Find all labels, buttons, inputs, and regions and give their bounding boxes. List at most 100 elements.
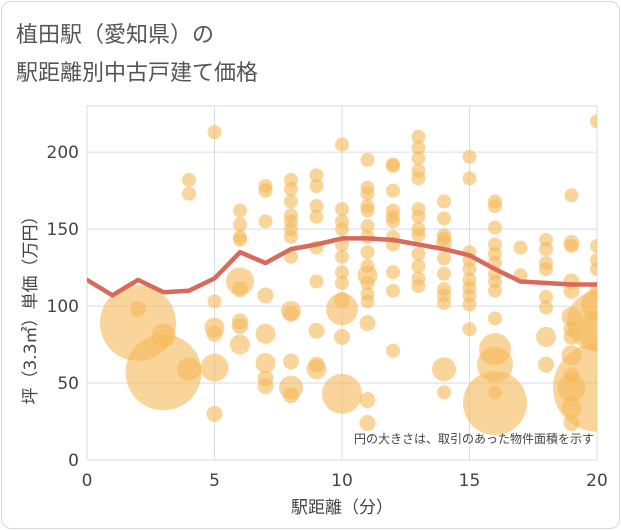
bubble-point	[437, 211, 451, 226]
bubble-point	[463, 371, 527, 436]
bubble-point	[182, 172, 196, 187]
bubble-point	[306, 359, 327, 380]
bubble-point	[232, 281, 248, 298]
bubble-point	[309, 168, 324, 183]
bubble-point	[258, 214, 273, 229]
bubble-point	[539, 289, 553, 304]
bubble-point	[411, 129, 426, 144]
bubble-point	[590, 239, 597, 254]
bubble-point	[360, 294, 375, 309]
bubble-point	[437, 194, 451, 209]
chart-title-line2: 駅距離別中古戸建て価格	[16, 61, 259, 86]
bubble-point	[462, 149, 477, 164]
bubble-point	[182, 186, 196, 201]
bubble-point	[309, 199, 324, 214]
bubble-point	[488, 385, 502, 400]
bubble-point	[386, 183, 400, 198]
bubble-point	[386, 159, 400, 174]
bubble-point	[335, 202, 349, 217]
bubble-point	[151, 323, 176, 348]
bubble-point	[284, 194, 298, 209]
x-axis-label: 駅距離（分）	[291, 498, 393, 518]
bubble-point	[386, 214, 400, 229]
bubble-point	[335, 137, 349, 152]
bubble-point	[309, 179, 324, 194]
bubble-point	[386, 283, 400, 298]
bubble-point	[177, 357, 201, 382]
bubble-point	[513, 240, 528, 255]
bubble-point	[206, 405, 223, 422]
bubble-point	[536, 326, 556, 347]
bubble-point	[359, 415, 376, 432]
bubble-point	[360, 276, 375, 290]
bubble-point	[257, 287, 274, 304]
bubble-point	[335, 276, 349, 290]
bubble-series	[100, 114, 597, 436]
bubble-point	[230, 334, 250, 355]
y-axis-label: 坪（3.3㎡）単価（万円）	[21, 207, 41, 404]
bubble-point	[207, 125, 222, 140]
bubble-point	[437, 266, 451, 281]
bubble-point	[125, 334, 202, 411]
bubble-point	[564, 188, 579, 203]
bubble-point	[462, 262, 477, 277]
bubble-point	[308, 322, 325, 339]
y-tick-label: 100	[47, 297, 79, 317]
bubble-point	[359, 315, 376, 332]
bubble-point	[488, 311, 502, 326]
y-tick-label: 150	[47, 220, 79, 240]
bubble-point	[577, 310, 597, 351]
bubble-point	[590, 114, 597, 129]
bubble-point	[411, 151, 426, 166]
bubble-point	[257, 378, 274, 395]
bubble-point	[539, 242, 553, 257]
x-tick-label: 20	[586, 471, 608, 491]
bubble-point	[334, 328, 350, 345]
x-tick-label: 10	[331, 471, 353, 491]
bubble-point	[386, 265, 400, 280]
bubble-point	[322, 373, 362, 414]
bubble-point	[233, 217, 247, 232]
bubble-point	[359, 391, 376, 408]
bubble-point	[207, 294, 222, 309]
bubble-point	[411, 279, 426, 294]
bubble-point	[411, 171, 426, 186]
bubble-point	[538, 356, 554, 373]
bubble-point	[255, 323, 276, 344]
bubble-point	[283, 353, 299, 370]
bubble-point	[386, 343, 400, 358]
y-axis-ticks: 0 50 100 150 200	[47, 143, 79, 471]
bubble-point	[335, 265, 349, 280]
bubble-point	[411, 228, 426, 243]
bubble-point	[437, 385, 451, 400]
bubble-point	[284, 182, 298, 197]
bubble-point	[360, 186, 375, 201]
bubble-point	[539, 300, 553, 315]
chart-title-line1: 植田駅（愛知県）の	[16, 23, 215, 48]
bubble-point	[360, 152, 375, 167]
bubble-point	[309, 274, 324, 289]
trend-line	[87, 236, 597, 298]
bubble-point	[335, 249, 349, 264]
bubble-point	[258, 183, 273, 198]
bubble-point	[437, 251, 451, 266]
bubble-point	[462, 171, 477, 186]
bubble-point	[411, 246, 426, 261]
bubble-point	[411, 209, 426, 224]
bubble-point	[206, 325, 223, 342]
bubble-point	[411, 140, 426, 155]
bubble-point	[462, 322, 477, 337]
y-tick-label: 0	[68, 451, 79, 471]
trend-series	[87, 236, 597, 298]
bubble-point	[360, 203, 375, 218]
bubble-point	[232, 318, 248, 335]
y-tick-label: 50	[57, 374, 79, 394]
bubble-point	[488, 283, 502, 298]
bubble-point	[488, 199, 502, 214]
bubble-point	[437, 296, 451, 311]
bubble-point	[130, 301, 146, 318]
bubble-point	[309, 209, 324, 224]
bubble-point	[200, 353, 229, 382]
y-tick-label: 200	[47, 143, 79, 163]
